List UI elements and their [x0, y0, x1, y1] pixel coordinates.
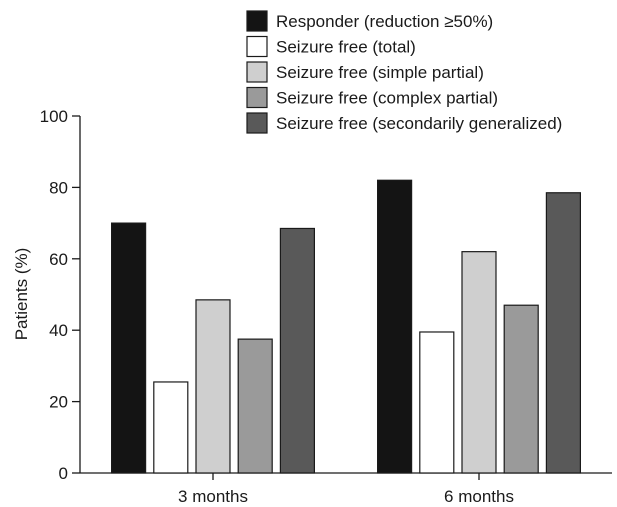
bar — [503, 304, 539, 474]
y-tick-label: 100 — [40, 107, 68, 126]
bar — [461, 251, 497, 474]
y-axis: 0 20 40 60 80 100 — [40, 107, 81, 483]
y-tick-label: 40 — [49, 321, 68, 340]
legend-swatch — [246, 112, 268, 134]
legend-swatch — [246, 61, 268, 83]
legend: Responder (reduction ≥50%) Seizure free (… — [246, 10, 562, 134]
y-tick-label: 60 — [49, 250, 68, 269]
legend-label: Seizure free (complex partial) — [276, 89, 498, 108]
y-tick-label: 80 — [49, 178, 68, 197]
bar — [377, 179, 413, 474]
bar — [279, 227, 315, 474]
legend-swatch — [246, 86, 268, 109]
y-tick-label: 0 — [59, 464, 68, 483]
legend-swatch — [246, 35, 268, 58]
legend-label: Responder (reduction ≥50%) — [276, 12, 493, 31]
bar — [419, 331, 455, 474]
legend-label: Seizure free (secondarily generalized) — [276, 114, 562, 133]
legend-label: Seizure free (simple partial) — [276, 63, 484, 82]
bar — [110, 222, 147, 474]
bar — [545, 192, 582, 474]
bars — [110, 179, 582, 474]
bar — [237, 338, 273, 474]
y-tick-label: 20 — [49, 393, 68, 412]
y-axis-title: Patients (%) — [12, 248, 31, 341]
x-tick-label: 6 months — [444, 487, 514, 506]
x-tick-label: 3 months — [178, 487, 248, 506]
legend-label: Seizure free (total) — [276, 38, 416, 57]
x-axis: 3 months 6 months — [80, 472, 612, 506]
bar — [153, 381, 189, 474]
legend-swatch — [246, 10, 268, 32]
bar — [195, 299, 231, 474]
